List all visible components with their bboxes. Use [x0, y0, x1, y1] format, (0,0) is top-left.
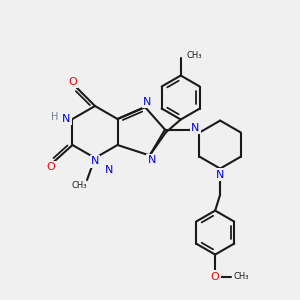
Text: O: O — [211, 272, 220, 282]
Text: CH₃: CH₃ — [71, 182, 87, 190]
Text: CH₃: CH₃ — [187, 51, 203, 60]
Text: N: N — [191, 123, 200, 133]
Text: N: N — [105, 165, 113, 175]
Text: O: O — [46, 162, 55, 172]
Text: N: N — [216, 169, 224, 180]
Text: O: O — [69, 77, 77, 87]
Text: N: N — [91, 157, 99, 167]
Text: H: H — [51, 112, 58, 122]
Text: N: N — [148, 155, 156, 165]
Text: CH₃: CH₃ — [233, 272, 249, 281]
Text: N: N — [143, 97, 151, 107]
Text: N: N — [62, 114, 71, 124]
Text: N: N — [91, 156, 99, 166]
